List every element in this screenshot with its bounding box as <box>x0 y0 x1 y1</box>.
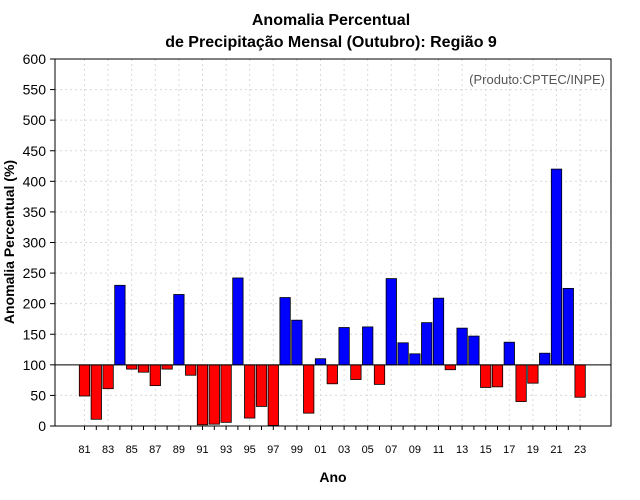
bar-84 <box>114 284 126 366</box>
x-tick-label: 15 <box>480 444 492 456</box>
bar-83 <box>102 364 114 390</box>
bar-19 <box>527 364 539 384</box>
y-tick-label: 350 <box>23 204 47 220</box>
x-tick-label: 81 <box>78 444 90 456</box>
y-tick-label: 200 <box>23 296 47 312</box>
bar-06 <box>373 364 386 385</box>
bar-81 <box>78 364 91 397</box>
x-tick-label: 23 <box>574 444 586 456</box>
bar-93 <box>220 364 232 423</box>
bar-91 <box>196 364 209 426</box>
bar-99 <box>291 319 303 366</box>
bar-95 <box>244 364 256 419</box>
x-tick-label: 13 <box>456 444 468 456</box>
bar-23 <box>574 364 586 398</box>
x-tick-label: 09 <box>409 444 421 456</box>
x-tick-label: 97 <box>267 444 279 456</box>
bar-03 <box>338 327 350 366</box>
y-tick-label: 400 <box>23 173 47 189</box>
bar-88 <box>161 364 173 370</box>
bar-82 <box>90 364 102 420</box>
bar-00 <box>303 364 315 414</box>
x-tick-label: 01 <box>314 444 326 456</box>
bar-20 <box>539 352 551 366</box>
x-axis-label: Ano <box>319 469 346 485</box>
bar-17 <box>503 341 515 366</box>
x-tick-label: 87 <box>149 444 161 456</box>
x-tick-label: 83 <box>102 444 114 456</box>
bar-97 <box>267 364 279 426</box>
bar-16 <box>491 364 504 388</box>
chart-title-line2: de Precipitação Mensal (Outubro): Região… <box>165 34 497 51</box>
bar-18 <box>515 364 527 402</box>
bar-01 <box>314 358 327 366</box>
x-tick-label: 03 <box>338 444 350 456</box>
y-tick-label: 250 <box>23 265 47 281</box>
x-tick-label: 05 <box>362 444 374 456</box>
x-tick-label: 19 <box>527 444 539 456</box>
plot-frame <box>54 58 612 427</box>
bar-07 <box>385 278 397 366</box>
bar-85 <box>126 364 138 370</box>
y-axis-ticks: 0 50 100 150 200 250 300 350 400 450 500 550 600 <box>23 51 55 434</box>
bar-98 <box>279 297 291 366</box>
y-tick-label: 500 <box>23 112 47 128</box>
y-tick-label: 450 <box>23 143 47 159</box>
bar-15 <box>480 364 492 388</box>
bar-05 <box>362 326 374 366</box>
y-tick-label: 150 <box>23 326 47 342</box>
x-tick-label: 17 <box>503 444 515 456</box>
x-tick-label: 11 <box>433 444 444 456</box>
bar-04 <box>350 364 362 380</box>
bar-13 <box>456 327 468 366</box>
x-tick-label: 93 <box>220 444 232 456</box>
bar-87 <box>149 364 161 387</box>
x-tick-label: 85 <box>126 444 138 456</box>
x-tick-label: 91 <box>196 444 208 456</box>
y-tick-label: 550 <box>23 82 47 98</box>
bar-94 <box>232 277 244 366</box>
bar-11 <box>432 297 445 366</box>
chart-title-line1: Anomalia Percentual <box>252 12 410 29</box>
bar-86 <box>137 364 150 373</box>
bar-96 <box>255 364 268 407</box>
bar-12 <box>444 364 456 371</box>
x-tick-label: 95 <box>244 444 256 456</box>
bar-10 <box>421 322 433 366</box>
x-axis-ticks: 81 83 85 87 89 91 93 95 97 99 01 03 05 07 09 11 13 15 17 19… <box>78 426 586 456</box>
bar-02 <box>326 364 338 385</box>
y-tick-label: 50 <box>30 387 46 403</box>
bar-21 <box>550 168 563 366</box>
y-tick-label: 300 <box>23 235 47 251</box>
x-tick-label: 99 <box>291 444 303 456</box>
bars <box>78 168 586 426</box>
x-tick-label: 21 <box>550 444 562 456</box>
y-tick-label: 100 <box>23 357 47 373</box>
x-tick-label: 07 <box>385 444 397 456</box>
credit-text: (Produto:CPTEC/INPE) <box>469 72 605 87</box>
bar-89 <box>173 294 185 366</box>
bar-90 <box>185 364 197 376</box>
bar-92 <box>208 364 220 425</box>
bar-22 <box>562 287 574 366</box>
x-tick-label: 89 <box>173 444 185 456</box>
y-axis-label: Anomalia Percentual (%) <box>1 160 17 324</box>
bar-09 <box>409 353 421 366</box>
y-tick-label: 0 <box>38 418 46 434</box>
y-tick-label: 600 <box>23 51 47 67</box>
bar-08 <box>397 342 409 366</box>
bar-14 <box>468 335 480 366</box>
